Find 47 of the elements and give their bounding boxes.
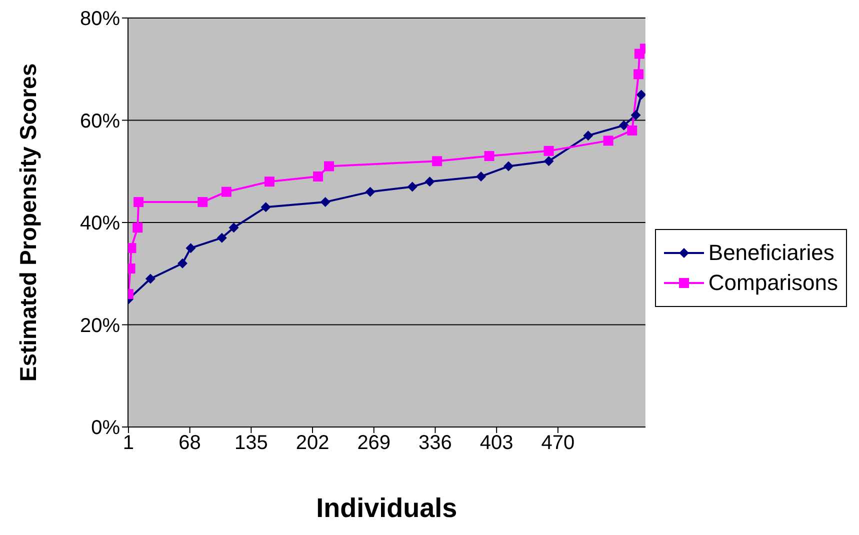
x-tick-label: 68 [178, 432, 201, 454]
point [365, 186, 376, 197]
point [544, 146, 554, 156]
point [603, 136, 614, 146]
point [324, 161, 334, 172]
legend-label: Beneficiaries [708, 240, 834, 266]
point [145, 274, 156, 284]
point [177, 258, 188, 268]
point [320, 197, 330, 208]
point [407, 182, 418, 192]
point [503, 161, 514, 172]
point [544, 156, 554, 166]
x-tick-label: 135 [234, 432, 268, 454]
point [476, 171, 486, 182]
point [424, 176, 435, 187]
point [313, 171, 324, 182]
y-tick-label: 80% [80, 8, 120, 30]
legend-label: Comparisons [708, 270, 838, 296]
point [630, 110, 641, 120]
x-tick-label: 403 [480, 432, 514, 454]
point [618, 120, 629, 130]
y-tick-label: 60% [80, 110, 120, 132]
point [264, 176, 274, 187]
x-tick-label: 336 [418, 432, 452, 454]
y-axis-title: Estimated Propensity Scores [15, 63, 42, 382]
point [484, 151, 494, 162]
point [132, 222, 143, 233]
point [583, 130, 594, 141]
point [432, 156, 442, 166]
point [198, 197, 208, 208]
x-tick-label: 269 [357, 432, 391, 454]
point [636, 90, 646, 100]
y-tick-label: 20% [80, 314, 120, 337]
x-tick-label: 470 [541, 432, 575, 454]
point [627, 125, 638, 136]
point [134, 197, 144, 208]
point [221, 186, 232, 197]
point [634, 69, 644, 80]
point [260, 202, 271, 212]
x-tick-label: 202 [296, 432, 330, 454]
y-tick-label: 0% [91, 417, 120, 440]
x-axis-title: Individuals [316, 493, 458, 523]
point [186, 243, 196, 254]
y-tick-label: 40% [80, 212, 120, 235]
point [228, 222, 239, 233]
point [216, 232, 227, 243]
x-tick-label: 1 [122, 432, 134, 454]
